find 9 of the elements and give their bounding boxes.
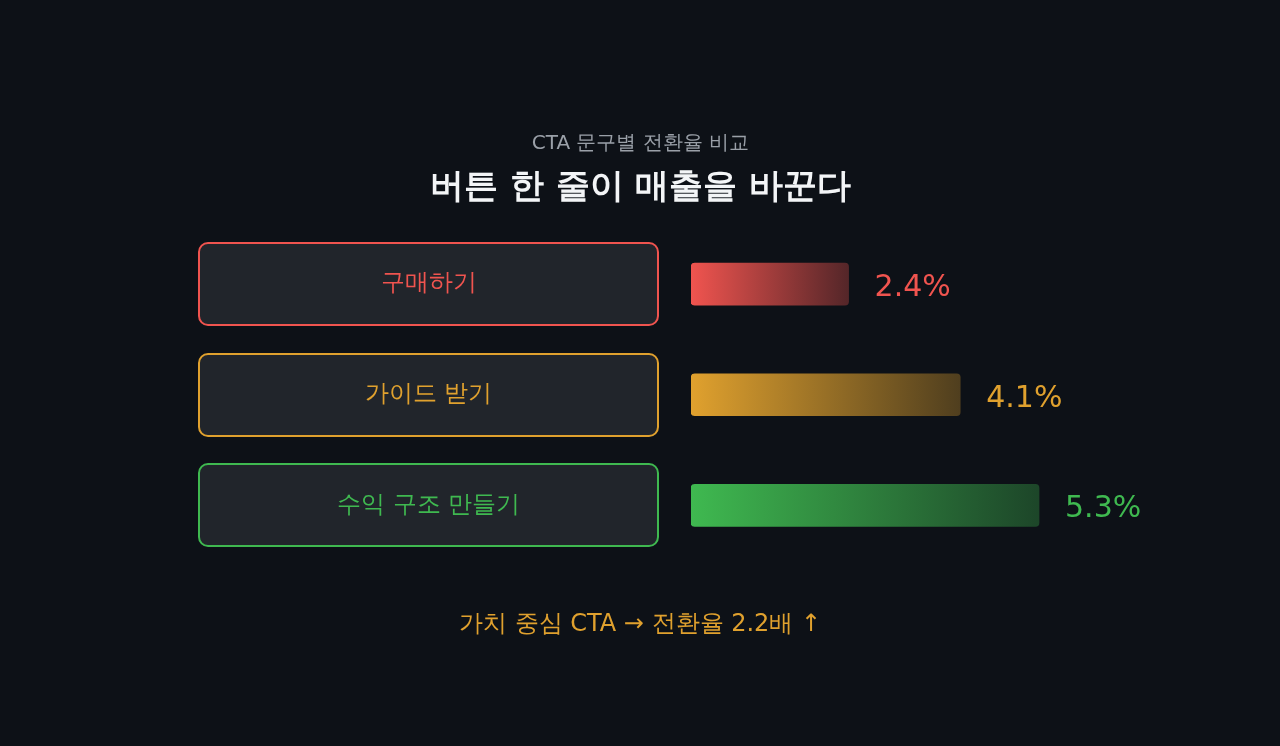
data-label: 4.1% xyxy=(986,378,1063,414)
data-label: 5.3% xyxy=(1065,489,1142,525)
text: 가치 중심 CTA → 전환율 2.2배 ↑ xyxy=(458,608,822,637)
y-tick-label: 수익 구조 만들기 xyxy=(336,489,521,518)
chart-subtitle: CTA 문구별 전환율 비교 xyxy=(531,130,750,155)
chart-title: 버튼 한 줄이 매출을 바꾼다 xyxy=(429,165,852,206)
data-label: 2.4% xyxy=(874,267,951,303)
y-tick-label: 구매하기 xyxy=(380,268,477,297)
y-tick-label: 가이드 받기 xyxy=(364,379,493,407)
